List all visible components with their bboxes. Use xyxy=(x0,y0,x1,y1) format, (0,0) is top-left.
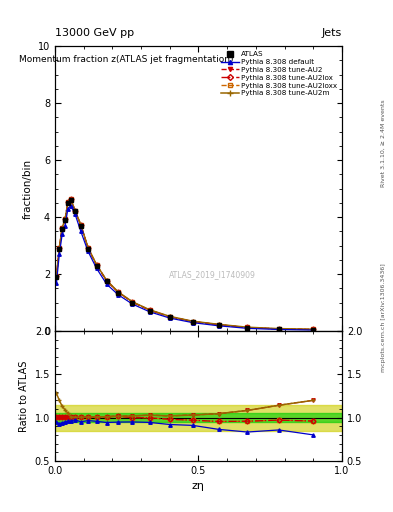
Text: 13000 GeV pp: 13000 GeV pp xyxy=(55,28,134,38)
Legend: ATLAS, Pythia 8.308 default, Pythia 8.308 tune-AU2, Pythia 8.308 tune-AU2lox, Py: ATLAS, Pythia 8.308 default, Pythia 8.30… xyxy=(218,48,340,99)
X-axis label: zη: zη xyxy=(192,481,205,491)
Y-axis label: Ratio to ATLAS: Ratio to ATLAS xyxy=(19,360,29,432)
Text: Jets: Jets xyxy=(321,28,342,38)
Y-axis label: fraction/bin: fraction/bin xyxy=(22,159,32,219)
Text: Rivet 3.1.10, ≥ 2.4M events: Rivet 3.1.10, ≥ 2.4M events xyxy=(381,99,386,187)
Text: mcplots.cern.ch [arXiv:1306.3436]: mcplots.cern.ch [arXiv:1306.3436] xyxy=(381,263,386,372)
Bar xyxy=(55,404,342,431)
Text: ATLAS_2019_I1740909: ATLAS_2019_I1740909 xyxy=(169,270,256,279)
Bar xyxy=(55,413,342,422)
Text: Momentum fraction z(ATLAS jet fragmentation): Momentum fraction z(ATLAS jet fragmentat… xyxy=(20,55,234,63)
